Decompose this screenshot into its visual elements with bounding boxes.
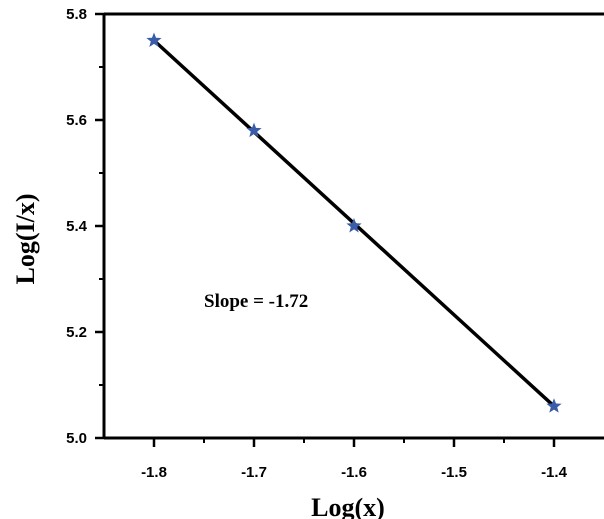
y-tick-label: 5.4: [66, 218, 88, 235]
x-axis-title: Log(x): [311, 493, 385, 519]
x-tick-label: -1.6: [341, 464, 367, 481]
axis-ticks: [95, 12, 556, 447]
y-tick-label: 5.0: [66, 430, 87, 447]
y-tick-label: 5.6: [66, 112, 87, 129]
data-point-star: [346, 218, 362, 233]
tick-labels: -1.8 -1.7 -1.6 -1.5 -1.4 5.0 5.2 5.4 5.6 5.8: [66, 6, 567, 481]
x-tick-label: -1.7: [241, 464, 267, 481]
data-points: [146, 32, 562, 413]
data-point-star: [146, 32, 162, 47]
x-tick-label: -1.8: [141, 464, 167, 481]
slope-annotation: Slope = -1.72: [204, 291, 308, 312]
data-point-star: [246, 122, 262, 138]
y-axis-title: Log(I/x): [11, 194, 40, 285]
x-tick-label: -1.5: [441, 464, 467, 481]
data-point-star: [546, 398, 562, 413]
y-tick-label: 5.2: [66, 324, 87, 341]
x-tick-label: -1.4: [541, 464, 568, 481]
y-tick-label: 5.8: [66, 6, 87, 23]
